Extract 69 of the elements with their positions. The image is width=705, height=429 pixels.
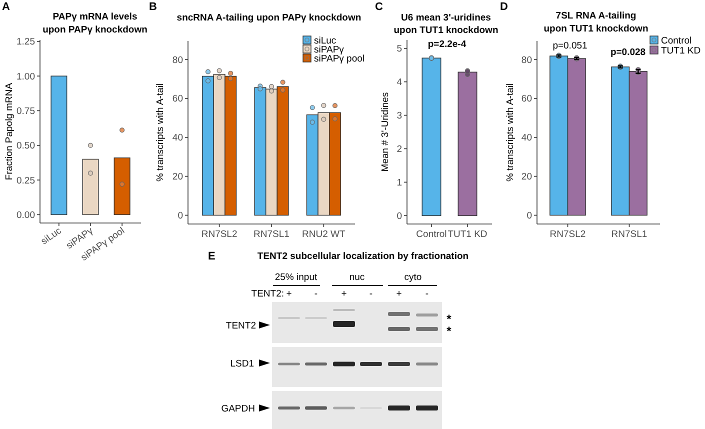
y-tick-label: 60 [172,94,183,105]
y-tick-label: 60 [521,94,532,105]
x-tick-label: RN7SL1 [254,229,290,240]
x-tick-label: RNU2 WT [302,229,346,240]
y-tick-label: 40 [521,132,532,144]
y-tick-label: 20 [521,172,532,183]
annotation: p=0.028 [610,47,646,58]
y-tick-label: 3 [396,110,402,122]
y-tick-label: 0 [396,210,402,222]
text: cyto [404,272,422,283]
x-tick-label: RN7SL2 [201,229,238,240]
y-axis-title: Mean # 3'-Uridines [380,92,391,172]
y-tick-label: 1.00 [16,71,35,82]
y-axis-title: % transcripts with A-tail [155,83,166,182]
y-tick-label: 80 [172,54,183,66]
text: LSD1 [230,358,254,370]
annotation: p=2.2e-4 [428,39,467,50]
y-tick-label: 80 [521,54,532,66]
legend-label: Control [661,35,692,46]
legend-label: siLuc [314,35,336,46]
y-tick-label: 0.25 [16,175,35,186]
text: + [286,288,292,300]
text: - [369,288,373,300]
text: nuc [349,272,365,283]
chart-title: 7SL RNA A-tailing upon TUT1 knockdown [544,10,648,34]
y-tick-label: 0.75 [16,106,35,118]
bar [82,158,99,216]
text: 25% input [274,272,318,283]
y-tick-label: 2 [396,144,402,156]
text: - [314,288,318,300]
text: TENT2 subcellular localization by fractionation [257,251,469,262]
text: * [446,324,452,338]
text: * [446,312,452,326]
bar [114,157,130,216]
text: TENT2: [251,288,284,300]
text: + [341,288,348,300]
y-tick-label: 0 [526,210,532,222]
text: C [375,1,383,13]
chart-title: sncRNA A-tailing upon PAPγ knockdown [176,12,362,24]
x-tick-label: siLuc [39,225,64,248]
bar [50,76,68,216]
text: - [425,288,429,300]
text: B [149,1,157,13]
y-tick-label: 5 [396,44,402,55]
text: E [208,250,216,262]
legend-label: siPAPγ [314,44,344,56]
y-tick-label: 1.25 [16,36,35,48]
chart-title: PAPγ mRNA levels upon PAPγ knockdown [42,12,148,36]
y-tick-label: 0.50 [16,140,35,152]
y-tick-label: 1 [396,177,402,188]
text: TENT2 [226,320,256,332]
x-tick-label: RN7SL2 [550,229,586,240]
text: + [396,288,402,300]
x-tick-label: TUT1 KD [448,229,488,240]
text: GAPDH [221,404,256,414]
annotation: p=0.051 [552,40,588,52]
y-tick-label: 0 [178,210,183,222]
y-axis-title: Fraction Papolg mRNA [4,82,15,180]
y-tick-label: 40 [172,132,183,144]
x-tick-label: RN7SL1 [611,229,648,240]
y-tick-label: 0.00 [16,210,35,221]
y-axis-title: % transcripts with A-tail [505,83,516,182]
x-tick-label: Control [416,229,447,240]
text: D [500,1,508,13]
y-tick-label: 4 [396,77,402,88]
legend-label: siPAPγ pool [314,53,365,64]
y-tick-label: 20 [172,172,183,183]
legend-label: TUT1 KD [661,45,701,56]
text: A [2,1,10,13]
